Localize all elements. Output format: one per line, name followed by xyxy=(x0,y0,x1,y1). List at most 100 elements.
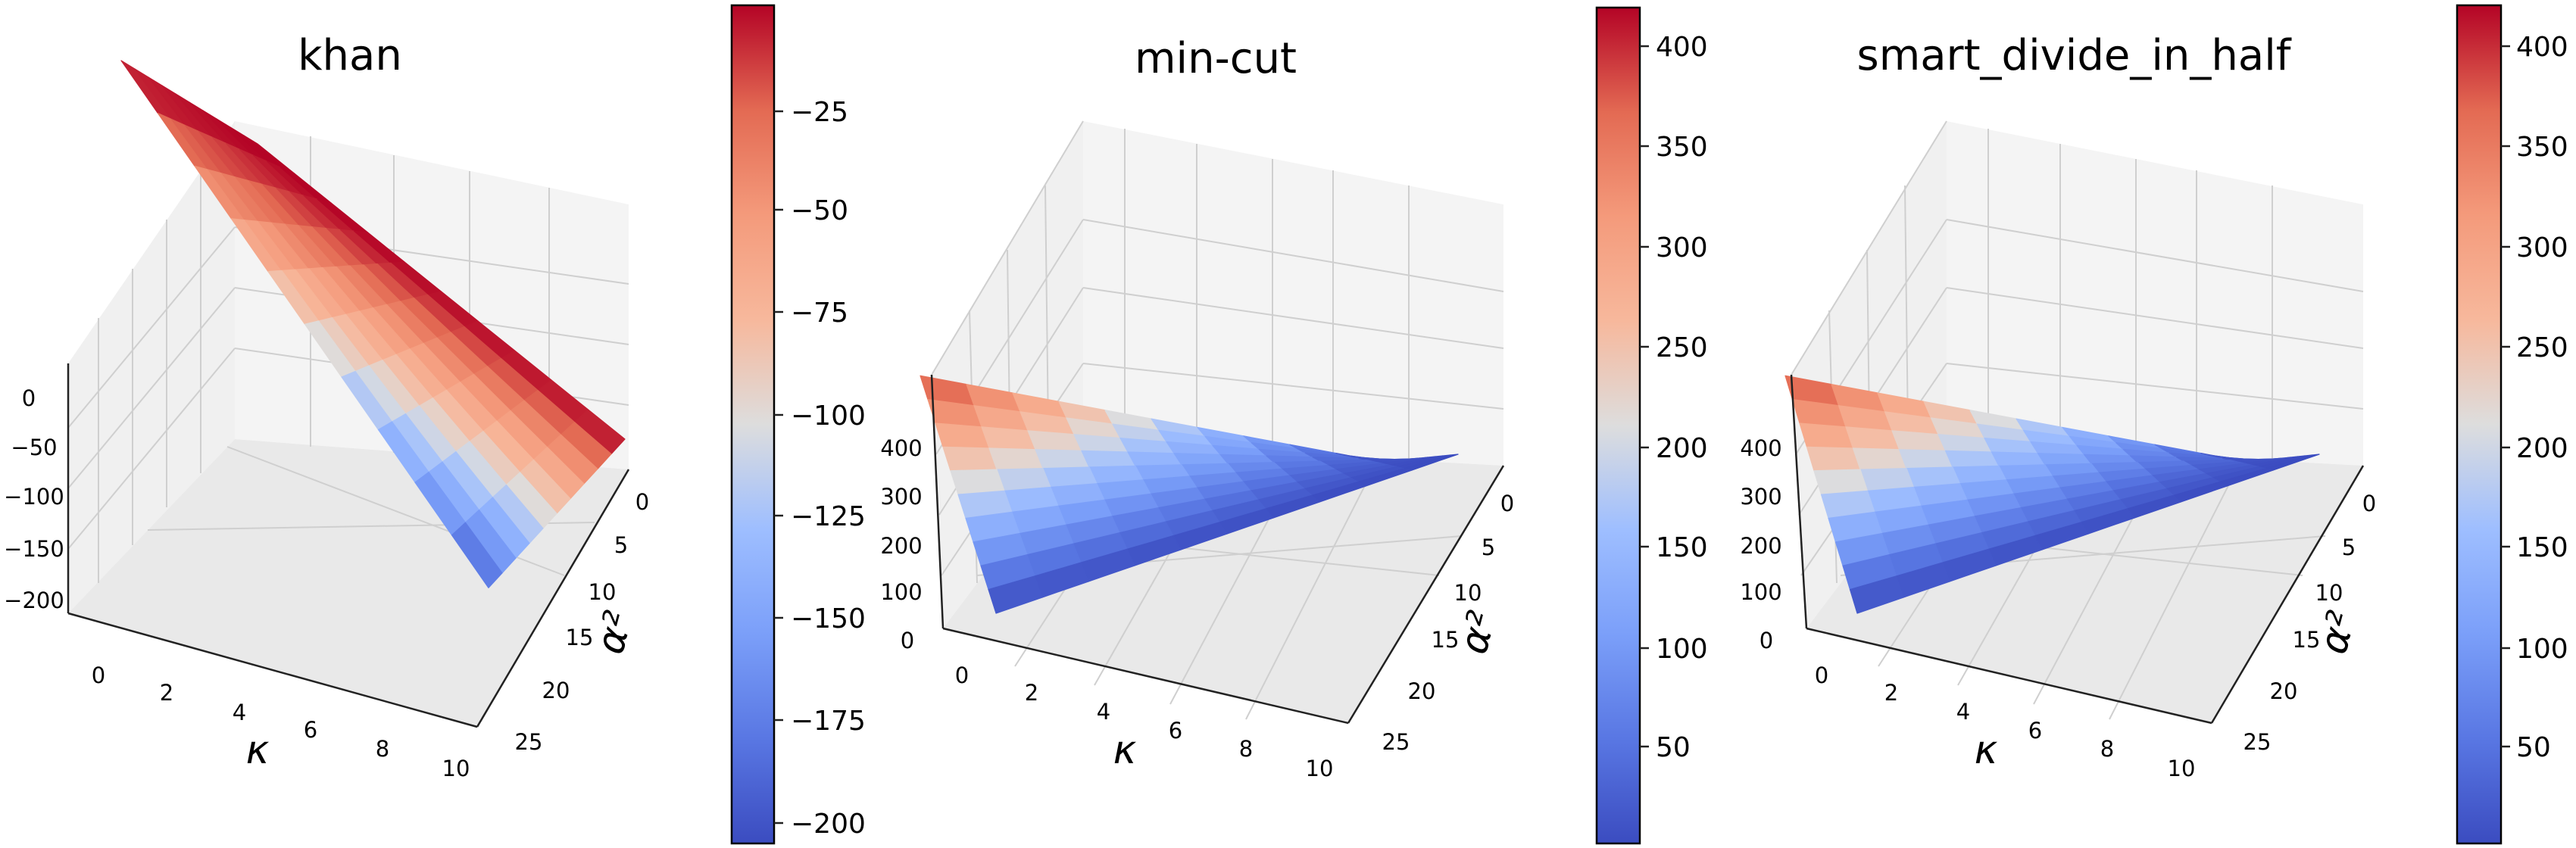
y-tick: 20 xyxy=(2270,678,2298,704)
z-tick: 400 xyxy=(1740,435,1781,461)
y-tick: 10 xyxy=(1454,580,1482,606)
colorbar-tick: 200 xyxy=(1656,433,1708,464)
x-tick: 6 xyxy=(1169,718,1182,744)
surface-face xyxy=(1991,451,2046,467)
colorbar-tick: −100 xyxy=(791,401,866,432)
back-wall-right xyxy=(1947,121,2363,466)
colorbar-tick: 50 xyxy=(1656,732,1691,763)
colorbar-min-cut: 400 350 300 250 200 150 100 50 xyxy=(1595,6,1708,845)
surface-face xyxy=(1845,426,1900,450)
surface-smart xyxy=(1784,375,2320,614)
colorbar-tick: 150 xyxy=(1656,532,1708,563)
surface-face xyxy=(1127,451,1182,467)
y-tick: 10 xyxy=(589,579,617,605)
colorbar-tick: 350 xyxy=(1656,132,1708,163)
colorbar-ticks: 400 350 300 250 200 150 100 50 xyxy=(1640,32,1708,763)
surface-face xyxy=(942,446,998,472)
colorbar-frame xyxy=(730,4,776,845)
colorbar-tick: −200 xyxy=(791,809,866,840)
z-tick: 400 xyxy=(880,435,922,461)
surface-khan xyxy=(120,60,626,589)
x-axis-label-khan: κ xyxy=(246,728,270,773)
x-tick: 2 xyxy=(160,680,173,706)
x-axis-label-min-cut: κ xyxy=(1113,728,1137,773)
z-tick: −50 xyxy=(11,435,57,460)
colorbar-gradient xyxy=(732,5,774,843)
colorbar-tick: −150 xyxy=(791,603,866,634)
surface-face xyxy=(1806,446,1861,472)
z-tick: −150 xyxy=(4,536,64,562)
x-tick: 8 xyxy=(1239,736,1253,762)
surface-face xyxy=(950,469,1005,495)
x-tick: 4 xyxy=(233,700,246,725)
colorbar-tick: 250 xyxy=(2516,332,2568,363)
surface-min-cut xyxy=(920,375,1459,614)
title-min-cut: min-cut xyxy=(1135,34,1297,83)
x-tick: 8 xyxy=(376,736,389,762)
x-tick: 0 xyxy=(955,662,969,688)
colorbar-tick: 350 xyxy=(2516,132,2568,163)
axes-khan xyxy=(67,363,630,728)
colorbar-tick: 250 xyxy=(1656,332,1708,363)
surface-face xyxy=(988,447,1044,470)
colorbar-ticks: 400 350 300 250 200 150 100 50 xyxy=(2501,32,2568,763)
colorbar-tick: −125 xyxy=(791,501,866,532)
z-tick: 300 xyxy=(880,484,922,510)
x-tick: 8 xyxy=(2100,736,2114,762)
y-tick: 15 xyxy=(2293,627,2321,653)
z-tick: 100 xyxy=(880,579,922,605)
panel-khan: khan 0 −50 −100 −150 −200 0 2 4 6 8 10 0… xyxy=(4,4,866,845)
y-tick: 0 xyxy=(1500,491,1514,516)
y-tick: 5 xyxy=(614,532,628,558)
y-tick: 0 xyxy=(635,489,649,515)
surface-face xyxy=(1898,449,1953,469)
y-tick: 20 xyxy=(1408,678,1436,704)
colorbar-tick: −175 xyxy=(791,706,866,737)
colorbar-khan: −25 −50 −75 −100 −125 −150 −175 −200 xyxy=(730,4,866,845)
y-ticks-min-cut: 0 5 10 15 20 25 xyxy=(1382,491,1515,755)
y-tick: 25 xyxy=(2243,729,2272,755)
z-tick: −200 xyxy=(4,588,64,613)
y-tick: 25 xyxy=(515,729,543,755)
surface-face xyxy=(2037,453,2092,466)
z-tick: 0 xyxy=(1759,628,1773,653)
surface-face xyxy=(988,575,1043,614)
surface-face xyxy=(1799,422,1854,449)
y-ticks-khan: 0 5 10 15 20 25 xyxy=(515,489,650,755)
y-tick: 5 xyxy=(1482,535,1495,560)
z-tick: 100 xyxy=(1740,579,1781,605)
surface-face xyxy=(1944,450,2000,468)
surface-face xyxy=(1852,447,1907,470)
colorbar-frame xyxy=(1595,6,1641,845)
x-tick: 4 xyxy=(1956,699,1970,725)
y-tick: 15 xyxy=(1432,627,1460,653)
x-axis-label-smart: κ xyxy=(1975,728,1998,773)
z-tick: 200 xyxy=(1740,533,1781,559)
colorbar-gradient xyxy=(2457,5,2501,843)
z-tick: 0 xyxy=(901,628,914,653)
x-tick: 0 xyxy=(92,662,105,688)
surface-face xyxy=(1173,453,1229,466)
x-ticks-smart: 0 2 4 6 8 10 xyxy=(1815,662,2196,781)
colorbar-tick: 400 xyxy=(2516,32,2568,63)
y-tick: 15 xyxy=(566,625,594,650)
colorbar-frame xyxy=(2456,4,2503,845)
z-tick: −100 xyxy=(4,484,64,510)
colorbar-tick: −75 xyxy=(791,298,848,329)
colorbar-tick: 300 xyxy=(2516,232,2568,263)
colorbar-tick: 150 xyxy=(2516,532,2568,563)
title-smart-divide-in-half: smart_divide_in_half xyxy=(1857,31,2292,80)
y-tick: 10 xyxy=(2315,580,2343,606)
panel-min-cut: min-cut 0 100 200 300 400 0 2 4 6 8 10 0… xyxy=(880,6,1708,845)
surface-face xyxy=(451,522,503,589)
colorbar-tick: 200 xyxy=(2516,433,2568,464)
x-tick: 6 xyxy=(2028,718,2042,744)
z-ticks-smart: 0 100 200 300 400 xyxy=(1740,435,1781,653)
y-tick: 0 xyxy=(2362,491,2376,516)
colorbar-ticks: −25 −50 −75 −100 −125 −150 −175 −200 xyxy=(774,97,866,840)
surface-face xyxy=(935,422,990,449)
x-ticks-khan: 0 2 4 6 8 10 xyxy=(92,662,470,781)
colorbar-tick: 100 xyxy=(2516,634,2568,665)
y-ticks-smart: 0 5 10 15 20 25 xyxy=(2243,491,2377,755)
